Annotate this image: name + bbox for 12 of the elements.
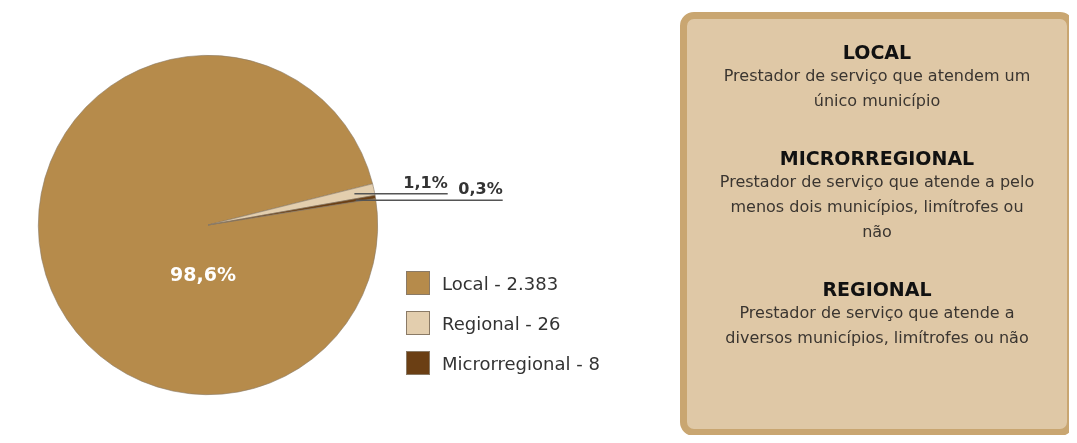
text: LOCAL xyxy=(841,41,913,63)
legend-label: Microrregional - 8 xyxy=(442,352,600,374)
text: Prestador de serviço que atende a diversos municípios, limítrofes ou não xyxy=(724,302,1030,349)
text: MICRORREGIONAL xyxy=(778,147,976,169)
data-label: 0,3% xyxy=(458,179,503,199)
data-label: 1,1% xyxy=(403,172,448,192)
text: Prestador de serviço que atende a pelo menos dois municípios, limítrofes ou não xyxy=(718,171,1036,243)
text: Prestador de serviço que atendem um único município xyxy=(722,65,1032,112)
data-label: 98,6% xyxy=(170,262,236,285)
legend-label: Local - 2.383 xyxy=(442,272,559,294)
text: REGIONAL xyxy=(821,278,933,300)
legend-label: Regional - 26 xyxy=(442,312,561,334)
